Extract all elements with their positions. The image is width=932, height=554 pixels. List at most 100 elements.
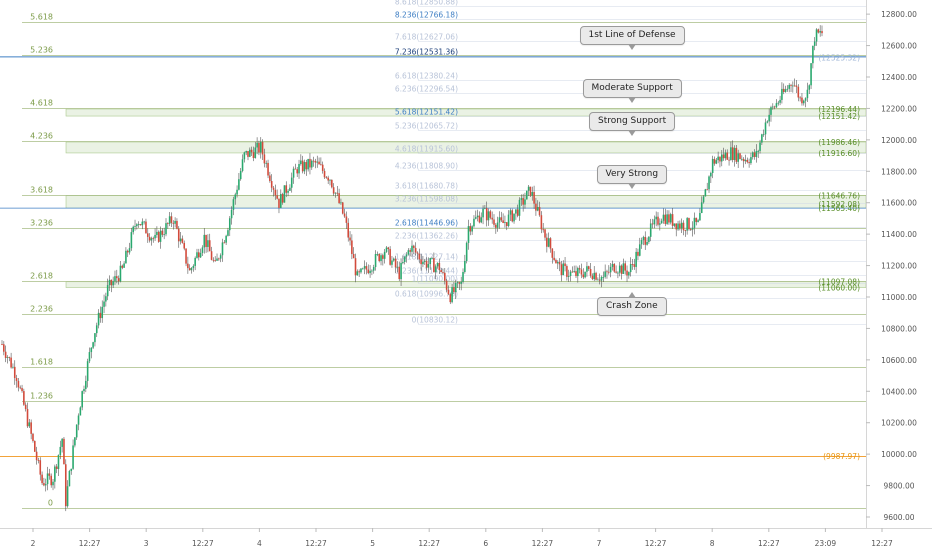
candle-body — [522, 198, 524, 205]
candle-body — [309, 158, 311, 168]
candle — [606, 269, 608, 279]
candle — [413, 244, 415, 254]
candle-body — [482, 208, 484, 218]
candle — [338, 188, 340, 205]
candle — [99, 306, 102, 323]
candle-body — [398, 266, 401, 280]
candle — [238, 173, 240, 191]
candle-body — [445, 280, 448, 290]
candle-body — [631, 264, 634, 265]
candle-body — [236, 189, 238, 195]
candle — [126, 249, 129, 258]
price-axis-tick-label: 11000.00 — [881, 293, 917, 302]
candle — [301, 155, 304, 174]
candle-body — [606, 271, 608, 273]
candle-body — [784, 89, 787, 92]
candle — [728, 156, 730, 166]
candle-body — [77, 415, 80, 425]
candle-body — [314, 161, 317, 163]
candle-body — [289, 187, 291, 191]
candle — [405, 252, 408, 263]
candle — [218, 257, 220, 261]
candle-body — [394, 258, 397, 268]
candle — [648, 236, 650, 244]
candle — [249, 147, 251, 158]
candle-body — [795, 85, 798, 87]
candle — [675, 223, 678, 237]
candle — [438, 258, 441, 274]
candle-body — [691, 227, 694, 230]
candle — [562, 260, 565, 276]
candle-body — [414, 247, 417, 253]
candle-body — [511, 210, 514, 222]
candle — [566, 264, 568, 281]
candle — [201, 245, 204, 257]
candle — [493, 214, 495, 228]
candle-body — [331, 179, 333, 188]
support-zone — [65, 281, 867, 288]
candle-body — [318, 161, 320, 165]
candle-body — [781, 88, 783, 100]
candle-body — [183, 242, 186, 249]
candle-body — [757, 150, 760, 152]
candle-body — [254, 147, 257, 159]
candle-body — [252, 152, 255, 159]
candle-body — [276, 195, 278, 199]
candle-body — [659, 223, 661, 225]
candle — [74, 437, 76, 448]
candle — [112, 276, 114, 289]
candle — [422, 256, 424, 268]
candle-body — [265, 162, 268, 164]
candle-body — [57, 454, 60, 469]
candle-body — [726, 152, 729, 160]
candle — [653, 215, 656, 229]
candle — [159, 226, 162, 249]
candle-body — [571, 271, 574, 273]
candle — [474, 210, 477, 220]
candle — [389, 246, 391, 266]
callout-text: Strong Support — [598, 115, 667, 126]
candle — [629, 257, 632, 277]
candle-body — [762, 134, 765, 136]
candle — [19, 385, 22, 390]
callout-label: 1st Line of Defense — [579, 26, 685, 51]
candle — [449, 292, 452, 305]
candle-body — [392, 258, 395, 261]
fib-extension-label: 0.618(10996.78) — [395, 290, 458, 299]
candle-body — [662, 214, 665, 221]
candle — [462, 268, 464, 284]
candle — [454, 279, 457, 300]
candle — [400, 258, 402, 286]
candle-body — [218, 258, 220, 260]
candle — [3, 341, 5, 356]
candle-body — [812, 45, 814, 64]
candle — [32, 432, 34, 443]
candle — [128, 242, 131, 255]
candle-body — [281, 194, 284, 203]
candle-body — [385, 247, 388, 252]
candle — [13, 360, 16, 385]
candle — [611, 260, 614, 271]
candle-body — [569, 271, 572, 277]
candle — [777, 100, 780, 106]
candle-body — [655, 216, 657, 220]
candle — [207, 234, 209, 253]
candle-body — [471, 226, 473, 232]
fib-extension-label: 1.618(11227.14) — [395, 253, 458, 262]
candle — [221, 238, 224, 262]
candle-body — [527, 186, 530, 191]
candle-body — [159, 230, 162, 242]
candle-body — [640, 240, 643, 245]
candle-body — [214, 260, 216, 262]
candle — [287, 189, 289, 197]
candle-body — [722, 154, 725, 159]
candle — [310, 159, 313, 170]
candle-body — [797, 86, 800, 98]
candle — [44, 478, 47, 492]
candle-body — [48, 473, 51, 476]
candle-body — [505, 222, 508, 227]
candle-body — [434, 266, 437, 273]
candle-body — [456, 282, 459, 284]
candle-body — [341, 202, 344, 214]
